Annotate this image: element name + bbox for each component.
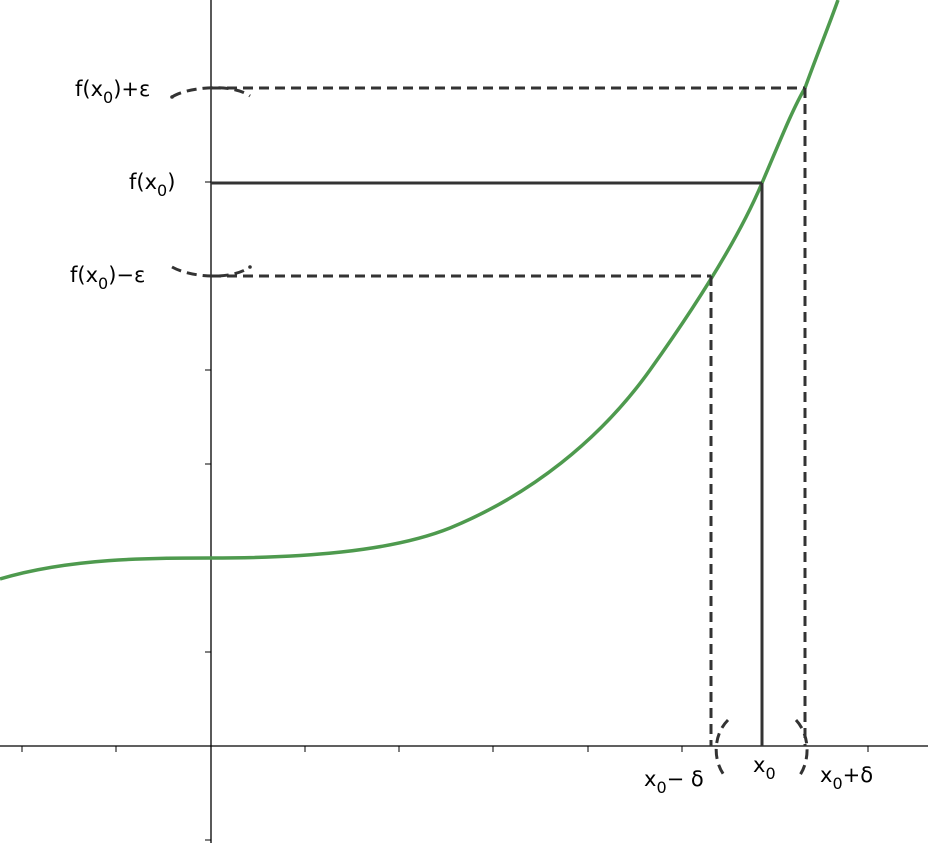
label-f-minus-eps: f(x0)−ε [70,263,145,293]
upper-eps-bracket [171,86,251,99]
interval-brackets [171,86,809,776]
label-f-x0: f(x0) [129,170,175,200]
right-delta-bracket [794,718,809,776]
lower-eps-bracket [171,265,251,278]
label-x0-minus-delta: x0− δ [644,767,704,797]
x0-guides [211,181,764,746]
function-curve [0,0,840,581]
lower-eps-dot [248,265,252,269]
left-delta-bracket [714,718,730,776]
label-f-plus-eps: f(x0)+ε [75,77,150,107]
label-x0: x0 [753,753,776,783]
x-axis-ticks [21,746,869,752]
label-x0-plus-delta: x0+δ [820,763,873,793]
upper-eps-dot [170,95,174,99]
y-axis-ticks [205,87,211,841]
dashed-guides [211,86,807,746]
